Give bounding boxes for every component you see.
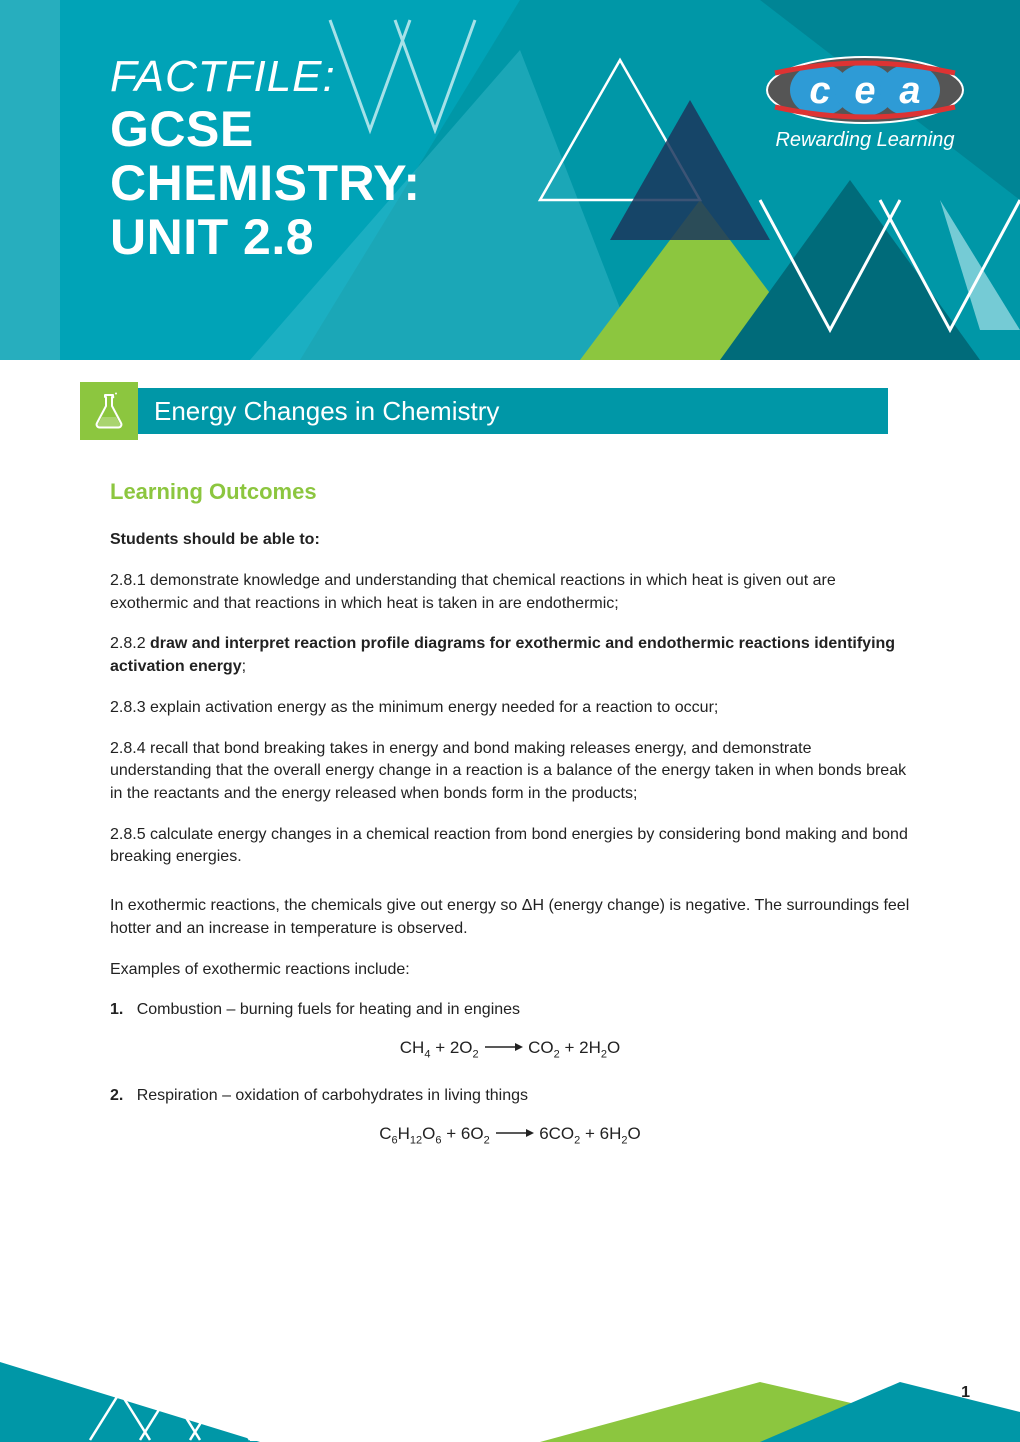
equation-respiration: C6H12O6 + 6O2 6CO2 + 6H2O: [110, 1122, 910, 1149]
section-title-bar: Energy Changes in Chemistry: [88, 388, 888, 434]
footer-graphic: [0, 1352, 1020, 1442]
title-line-2: CHEMISTRY:: [110, 156, 421, 210]
outcome-282-prefix: 2.8.2: [110, 635, 150, 652]
lead-text: Students should be able to:: [110, 529, 910, 552]
eq2-rhs: 6CO2 + 6H2O: [539, 1124, 641, 1143]
examples-intro: Examples of exothermic reactions include…: [110, 959, 910, 982]
content-body: Learning Outcomes Students should be abl…: [110, 476, 910, 1171]
rewarding-learning-text: Rewarding Learning: [765, 129, 965, 152]
example-2: 2. Respiration – oxidation of carbohydra…: [110, 1085, 910, 1108]
eq1-rhs: CO2 + 2H2O: [528, 1038, 620, 1057]
svg-text:e: e: [854, 70, 875, 112]
arrow-icon: [483, 1036, 523, 1060]
example-2-num: 2.: [110, 1087, 123, 1104]
learning-outcomes-heading: Learning Outcomes: [110, 476, 910, 507]
outcome-283: 2.8.3 explain activation energy as the m…: [110, 697, 910, 720]
cea-logo-icon: c e a: [765, 55, 965, 125]
svg-text:c: c: [809, 70, 830, 112]
equation-combustion: CH4 + 2O2 CO2 + 2H2O: [110, 1036, 910, 1063]
title-line-3: UNIT 2.8: [110, 210, 421, 264]
arrow-icon: [494, 1122, 534, 1146]
section-title: Energy Changes in Chemistry: [154, 396, 499, 427]
outcome-282-bold: draw and interpret reaction profile diag…: [110, 635, 895, 675]
factfile-label: FACTFILE:: [110, 52, 421, 102]
eq1-lhs: CH4 + 2O2: [400, 1038, 479, 1057]
outcome-282-suffix: ;: [242, 658, 246, 675]
flask-icon: [80, 382, 138, 440]
page-number: 1: [961, 1384, 970, 1402]
title-line-1: GCSE: [110, 102, 421, 156]
example-1-text: Combustion – burning fuels for heating a…: [137, 1001, 520, 1018]
outcome-284: 2.8.4 recall that bond breaking takes in…: [110, 738, 910, 806]
example-1: 1. Combustion – burning fuels for heatin…: [110, 999, 910, 1022]
exothermic-paragraph: In exothermic reactions, the chemicals g…: [110, 895, 910, 940]
example-1-num: 1.: [110, 1001, 123, 1018]
eq2-lhs: C6H12O6 + 6O2: [379, 1124, 489, 1143]
document-header: FACTFILE: GCSE CHEMISTRY: UNIT 2.8 c e a…: [0, 0, 1020, 360]
svg-text:a: a: [899, 70, 920, 112]
example-2-text: Respiration – oxidation of carbohydrates…: [137, 1087, 528, 1104]
outcome-285: 2.8.5 calculate energy changes in a chem…: [110, 824, 910, 869]
outcome-282: 2.8.2 draw and interpret reaction profil…: [110, 633, 910, 678]
outcome-281: 2.8.1 demonstrate knowledge and understa…: [110, 570, 910, 615]
header-title-block: FACTFILE: GCSE CHEMISTRY: UNIT 2.8: [110, 52, 421, 264]
cea-logo-area: c e a Rewarding Learning: [765, 55, 965, 152]
